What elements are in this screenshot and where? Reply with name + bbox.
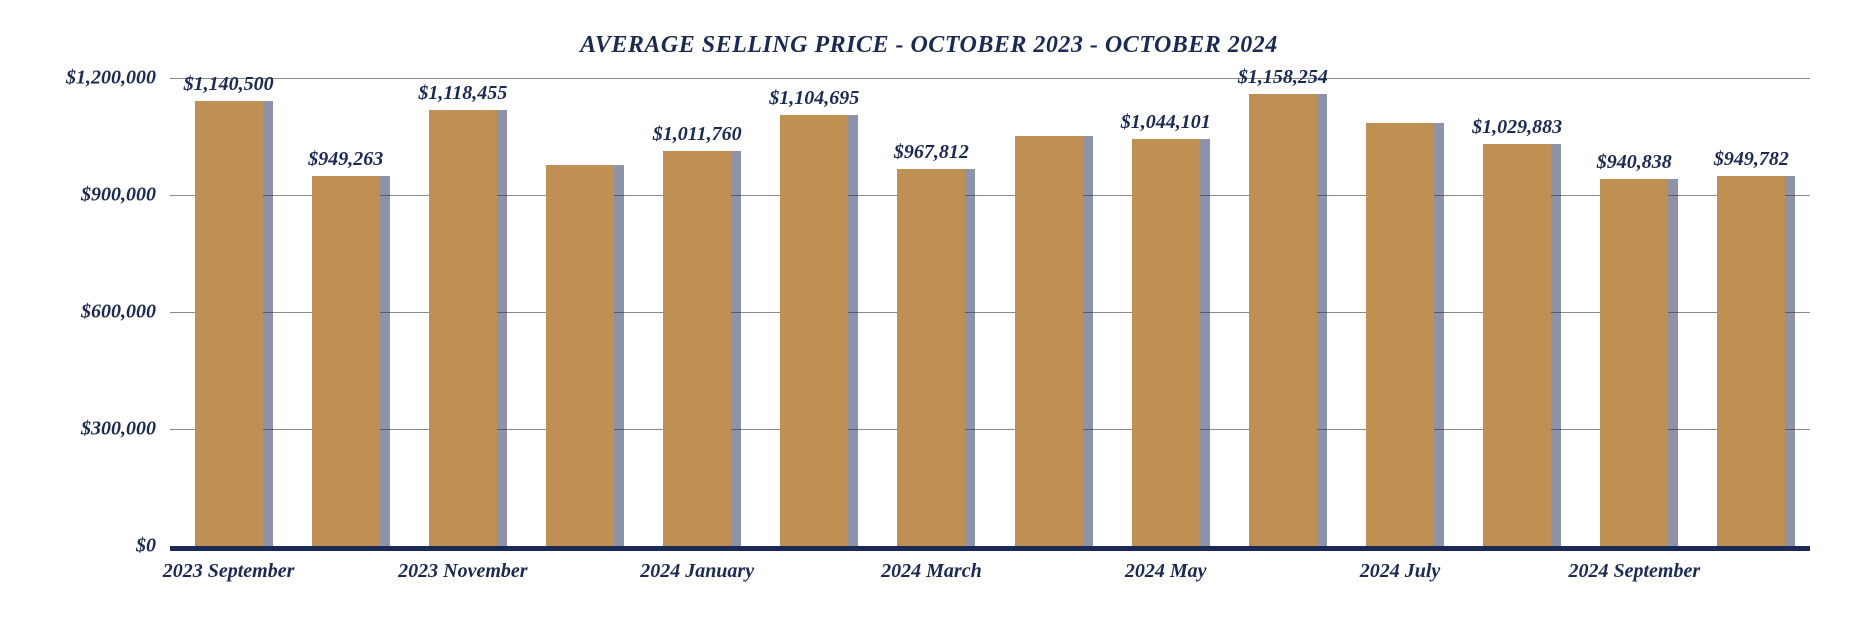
y-tick-label: $1,200,000 bbox=[66, 67, 156, 90]
bar-value-label: $1,011,760 bbox=[653, 123, 742, 146]
bar bbox=[1600, 179, 1668, 546]
bar-value-label: $940,838 bbox=[1597, 151, 1672, 174]
bar-value-label: $1,029,883 bbox=[1472, 116, 1562, 139]
bar-value-label: $1,104,695 bbox=[769, 87, 859, 110]
bar-value-label: $1,118,455 bbox=[418, 82, 507, 105]
bar bbox=[546, 165, 614, 546]
bar bbox=[780, 115, 848, 546]
y-tick-label: $300,000 bbox=[81, 418, 156, 441]
bar bbox=[663, 151, 731, 546]
bar bbox=[1366, 123, 1434, 546]
x-tick-label: 2024 January bbox=[640, 560, 754, 583]
y-tick-label: $900,000 bbox=[81, 184, 156, 207]
bar bbox=[1015, 136, 1083, 546]
bar bbox=[195, 101, 263, 546]
bar-value-label: $949,782 bbox=[1714, 148, 1789, 171]
chart-title: AVERAGE SELLING PRICE - OCTOBER 2023 - O… bbox=[0, 32, 1858, 59]
bar-value-label: $1,044,101 bbox=[1121, 111, 1211, 134]
x-tick-label: 2024 May bbox=[1125, 560, 1207, 583]
bar-value-label: $1,158,254 bbox=[1238, 66, 1328, 89]
bar bbox=[1132, 139, 1200, 546]
gridline bbox=[170, 312, 1810, 313]
x-tick-label: 2024 March bbox=[881, 560, 982, 583]
bar-value-label: $1,140,500 bbox=[184, 73, 274, 96]
bar bbox=[1717, 176, 1785, 546]
x-tick-label: 2024 September bbox=[1568, 560, 1700, 583]
x-tick-label: 2024 July bbox=[1360, 560, 1441, 583]
bar bbox=[1483, 144, 1551, 546]
gridline bbox=[170, 195, 1810, 196]
y-tick-label: $0 bbox=[136, 535, 156, 558]
bar bbox=[1249, 94, 1317, 546]
y-tick-label: $600,000 bbox=[81, 301, 156, 324]
bar bbox=[429, 110, 497, 546]
bar bbox=[897, 169, 965, 546]
x-tick-label: 2023 September bbox=[163, 560, 295, 583]
avg-selling-price-chart: AVERAGE SELLING PRICE - OCTOBER 2023 - O… bbox=[0, 0, 1858, 642]
gridline bbox=[170, 78, 1810, 79]
gridline bbox=[170, 429, 1810, 430]
x-tick-label: 2023 November bbox=[398, 560, 527, 583]
bar-value-label: $967,812 bbox=[894, 141, 969, 164]
x-axis-line bbox=[170, 546, 1810, 551]
plot-area: $0$300,000$600,000$900,000$1,200,000$1,1… bbox=[170, 78, 1810, 546]
bar bbox=[312, 176, 380, 546]
bar-value-label: $949,263 bbox=[308, 148, 383, 171]
